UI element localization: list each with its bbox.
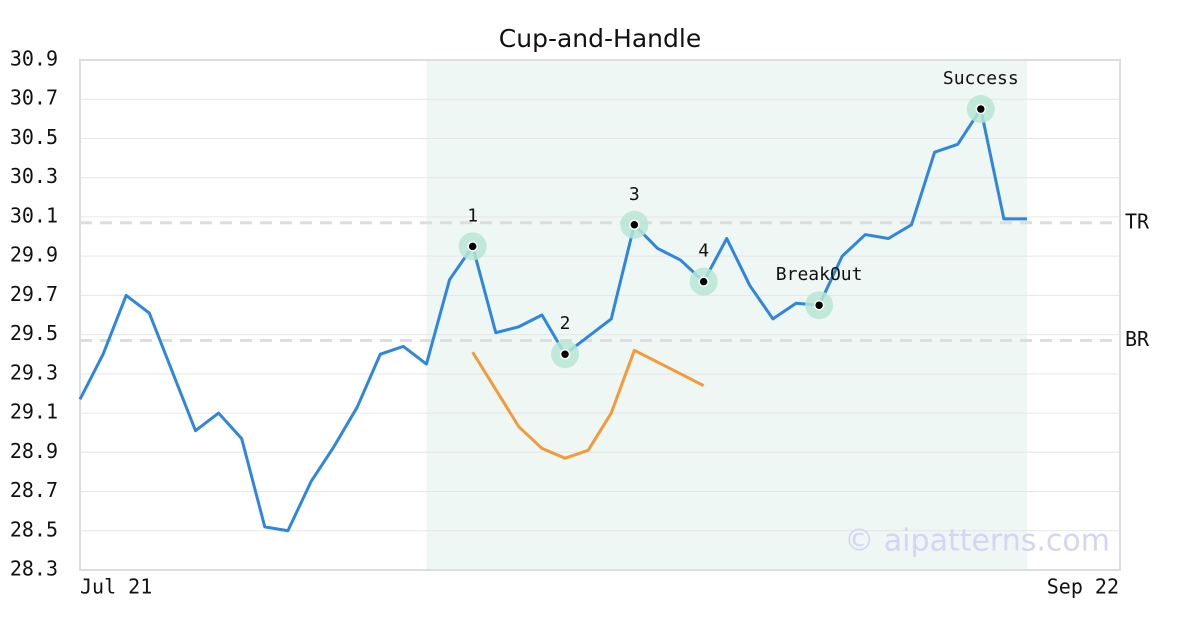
y-tick-label: 29.3 <box>10 360 58 384</box>
y-tick-label: 29.5 <box>10 321 58 345</box>
y-tick-label: 29.1 <box>10 400 58 424</box>
point-marker <box>467 241 478 252</box>
y-tick-label: 28.7 <box>10 478 58 502</box>
y-tick-label: 29.7 <box>10 282 58 306</box>
chart-title: Cup-and-Handle <box>499 24 701 53</box>
series-line <box>471 348 705 460</box>
plot-frame <box>79 59 1121 571</box>
point-label: 1 <box>467 205 478 226</box>
point-marker <box>975 103 987 115</box>
highlight-region <box>426 60 1028 570</box>
y-tick-label: 30.1 <box>10 203 58 227</box>
point-marker <box>559 348 571 360</box>
x-tick-label: Sep 22 <box>1047 575 1119 599</box>
y-tick-label: 29.9 <box>10 243 58 267</box>
y-tick-label: 30.9 <box>10 47 58 71</box>
point-label: 2 <box>560 313 571 334</box>
point-label: Success <box>943 68 1019 89</box>
point-label: 3 <box>629 184 640 205</box>
y-tick-label: 30.3 <box>10 164 58 188</box>
level-label: TR <box>1125 209 1150 233</box>
point-marker <box>629 219 640 231</box>
y-tick-label: 28.9 <box>10 439 58 463</box>
y-tick-label: 28.3 <box>10 557 58 581</box>
point-label: 4 <box>698 241 709 262</box>
y-tick-label: 30.7 <box>10 86 58 110</box>
point-marker <box>698 276 709 287</box>
point-label: BreakOut <box>776 264 863 285</box>
x-tick-label: Jul 21 <box>80 575 152 599</box>
point-marker <box>813 299 825 311</box>
series-line <box>78 107 1027 533</box>
level-label: BR <box>1125 327 1150 351</box>
y-tick-label: 28.5 <box>10 517 58 541</box>
watermark: © aipatterns.com <box>844 524 1110 559</box>
y-tick-label: 30.5 <box>10 125 58 149</box>
